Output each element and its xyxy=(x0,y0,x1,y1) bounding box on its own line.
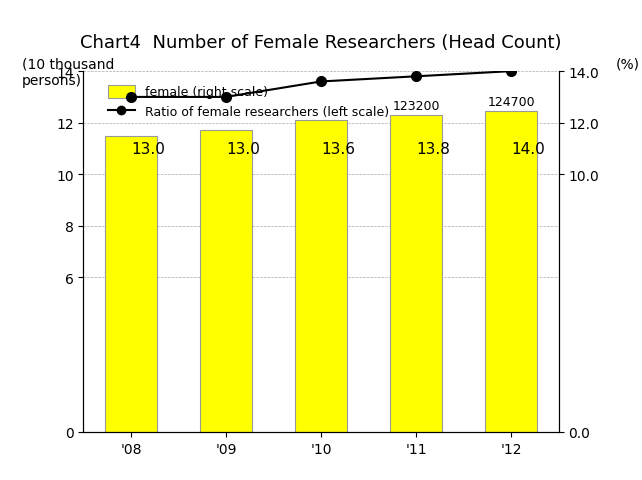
Text: 13.0: 13.0 xyxy=(131,142,165,156)
Bar xyxy=(200,131,252,432)
Text: (%): (%) xyxy=(616,58,639,72)
Bar xyxy=(105,136,157,432)
Legend: female (right scale), Ratio of female researchers (left scale): female (right scale), Ratio of female re… xyxy=(104,82,393,123)
Bar xyxy=(485,111,537,432)
Text: 123200: 123200 xyxy=(392,100,440,113)
Bar xyxy=(390,116,442,432)
Text: 14.0: 14.0 xyxy=(511,142,545,156)
Text: 124700: 124700 xyxy=(487,96,535,109)
Text: 13.0: 13.0 xyxy=(226,142,260,156)
Text: (Year): (Year) xyxy=(518,479,559,480)
Bar xyxy=(295,121,347,432)
Text: 13.6: 13.6 xyxy=(321,142,355,156)
Text: (10 thousand
persons): (10 thousand persons) xyxy=(22,58,114,88)
Text: 13.8: 13.8 xyxy=(416,142,450,156)
Text: Chart4  Number of Female Researchers (Head Count): Chart4 Number of Female Researchers (Hea… xyxy=(80,34,562,51)
